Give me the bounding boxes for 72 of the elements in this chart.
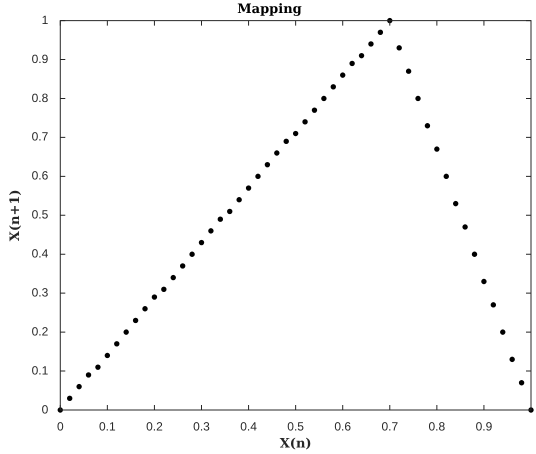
point (123, 329, 129, 335)
y-tick-label: 0.5 (32, 208, 49, 222)
point (198, 240, 204, 246)
point (434, 146, 440, 152)
point (472, 252, 478, 257)
point (509, 356, 515, 362)
x-tick-label: 0.5 (287, 420, 304, 434)
point (452, 200, 458, 206)
x-tick-label: 0.8 (428, 420, 446, 434)
point (490, 302, 496, 308)
y-tick-label: 0.1 (32, 363, 49, 378)
point (161, 286, 167, 292)
x-tick-label: 0.4 (240, 420, 258, 434)
y-tick-label: 0.9 (32, 52, 49, 66)
x-tick-label: 0.2 (146, 420, 164, 434)
point (170, 274, 176, 280)
point (284, 138, 289, 144)
y-tick-label: 0.4 (32, 246, 49, 261)
x-tick-label: 0.7 (381, 420, 398, 434)
y-tick-label: 0.2 (32, 324, 49, 338)
x-tick-label: 0.9 (476, 420, 493, 434)
point (378, 30, 384, 35)
point (396, 45, 402, 51)
x-axis-title: X(n) (280, 436, 312, 452)
point (236, 197, 242, 202)
point (104, 352, 110, 358)
y-tick-label: 0.7 (32, 130, 49, 144)
point (302, 119, 308, 125)
point (264, 162, 270, 168)
point (152, 294, 158, 300)
point (218, 216, 224, 222)
point (368, 41, 374, 47)
point (246, 185, 252, 191)
x-tick-label: 0.6 (334, 420, 352, 434)
point (86, 372, 92, 378)
point (444, 174, 449, 180)
point (415, 96, 421, 102)
y-tick-label: 0 (42, 402, 49, 416)
point (180, 263, 186, 269)
point (406, 68, 412, 74)
point (481, 278, 487, 284)
point (330, 84, 336, 90)
point (292, 130, 298, 136)
point (500, 329, 506, 335)
y-tick-label: 0.3 (32, 285, 49, 300)
point (312, 107, 318, 113)
point (189, 252, 195, 257)
y-tick-label: 0.8 (32, 90, 49, 105)
point (274, 150, 280, 156)
point (349, 60, 355, 66)
point (518, 380, 524, 386)
y-tick-label: 0.6 (32, 168, 49, 183)
x-tick-label: 0.3 (193, 420, 210, 434)
point (142, 306, 148, 312)
point (66, 396, 72, 402)
point (132, 318, 138, 324)
x-tick-label: 0 (56, 420, 64, 434)
point (340, 72, 346, 78)
point (227, 208, 232, 214)
point (95, 364, 101, 370)
chart-title: Mapping (237, 2, 302, 18)
point (358, 52, 364, 58)
point (208, 228, 214, 234)
point (462, 224, 468, 230)
point (76, 384, 82, 390)
point (424, 123, 430, 128)
point (114, 341, 120, 346)
point (255, 174, 261, 180)
point (321, 96, 327, 102)
y-tick-label: 1 (42, 12, 49, 27)
y-axis-title: X(n+1) (8, 189, 24, 242)
x-tick-label: 0.1 (99, 420, 116, 434)
